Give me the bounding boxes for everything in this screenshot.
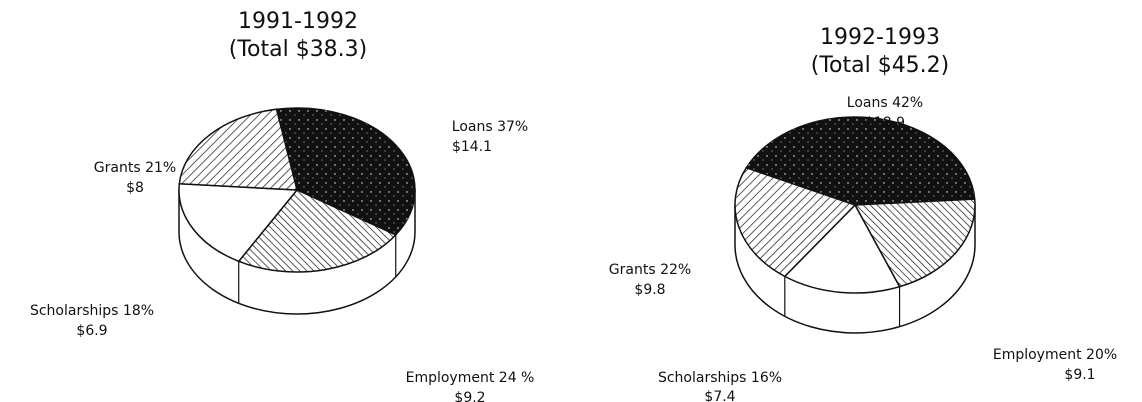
slice-label: Scholarships 18% [30, 303, 154, 319]
slice-label: Loans 37% [452, 119, 528, 135]
pie-chart: 1991-1992 (Total $38.3) Loans 37% $14.1 Empl… [30, 9, 534, 402]
value-label: 18% [123, 303, 154, 319]
amount-label: $18.9 [865, 115, 905, 131]
amount-label: $8 [126, 180, 144, 196]
chart-subtitle: (Total $45.2) [811, 53, 950, 78]
category-label: Grants [94, 160, 141, 176]
slice-texture [179, 109, 297, 190]
value-label: 22% [660, 262, 691, 278]
amount-label: $7.4 [704, 389, 735, 402]
value-label: 16% [751, 370, 782, 386]
amount-label: $9.1 [1064, 367, 1095, 383]
pie-slice [783, 203, 901, 294]
chart-title: 1992-1993 [820, 25, 940, 50]
slice-texture [238, 190, 396, 272]
category-label: Loans [452, 119, 493, 135]
value-label: 21% [145, 160, 176, 176]
value-label: 42% [892, 95, 923, 111]
pie-chart: 1992-1993 (Total $45.2) Loans 42% $18.9 Empl… [609, 25, 1117, 402]
amount-label: $9.2 [454, 390, 485, 402]
value-label: 37% [497, 119, 528, 135]
category-label: Employment [406, 370, 495, 386]
slice-texture [855, 199, 976, 287]
slice-texture [746, 116, 975, 205]
slice-texture [734, 167, 855, 277]
chart-title: 1991-1992 [238, 9, 358, 34]
slice-label: Employment 20% [993, 347, 1117, 363]
amount-label: $6.9 [76, 323, 107, 339]
amount-label: $14.1 [452, 139, 492, 155]
category-label: Scholarships [30, 303, 118, 319]
amount-label: $9.8 [634, 282, 665, 298]
category-label: Employment [993, 347, 1082, 363]
category-label: Loans [847, 95, 888, 111]
pie-slice [178, 182, 299, 263]
slice-label: Employment 24 % [406, 370, 535, 386]
chart-subtitle: (Total $38.3) [229, 37, 368, 62]
slice-label: Grants 22% [609, 262, 691, 278]
category-label: Scholarships [658, 370, 746, 386]
slice-texture [276, 108, 415, 235]
value-label: 24 % [499, 370, 535, 386]
slice-label: Loans 42% [847, 95, 923, 111]
slice-label: Grants 21% [94, 160, 176, 176]
category-label: Grants [609, 262, 656, 278]
value-label: 20% [1086, 347, 1117, 363]
slice-label: Scholarships 16% [658, 370, 782, 386]
